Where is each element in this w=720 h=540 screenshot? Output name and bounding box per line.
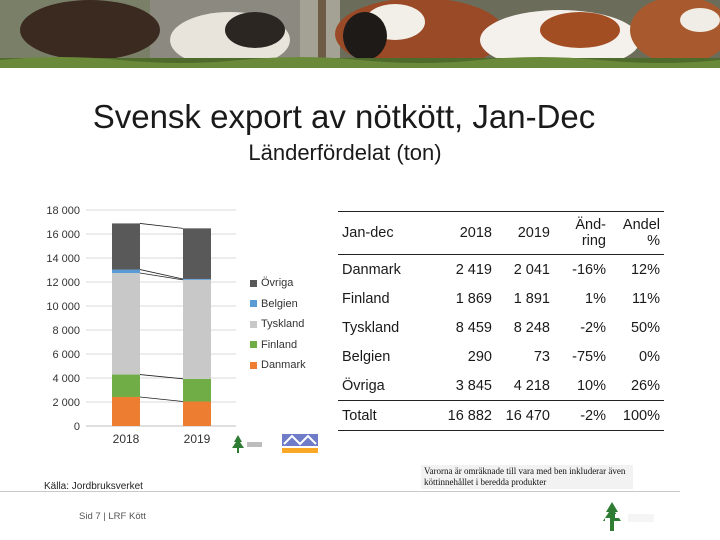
table-cell: 10%	[576, 377, 606, 394]
bar-segment-danmark-2019	[183, 401, 211, 426]
table-cell: 1 891	[513, 290, 550, 307]
bar-segment-vriga-2019	[183, 228, 211, 279]
legend-label: Övriga	[261, 277, 294, 289]
table-cell: 73	[533, 348, 550, 365]
bar-segment-vriga-2018	[112, 223, 140, 270]
table-cell: 4 218	[513, 377, 550, 394]
data-table: Jan-dec 2018 2019 Änd- ring Andel % Danm…	[338, 211, 664, 431]
bar-segment-tyskland-2019	[183, 279, 211, 379]
legend-item-belgien: Belgien	[250, 298, 298, 312]
table-cell: -2%	[580, 319, 606, 336]
series-connector-line	[139, 272, 184, 281]
series-connector-line	[139, 374, 184, 380]
lrf-kott-small-logo	[232, 435, 262, 453]
table-cell: 8 459	[455, 319, 492, 336]
table-row: Belgien 290 73 -75% 0%	[338, 342, 664, 371]
table-row: Finland 1 869 1 891 1% 11%	[338, 284, 664, 313]
bar-segment-belgien-2018	[112, 269, 140, 274]
table-row: Tyskland 8 459 8 248 -2% 50%	[338, 313, 664, 342]
x-tick-label: 2018	[113, 432, 140, 446]
y-tick-label: 18 000	[46, 205, 80, 217]
table-cell: Totalt	[342, 407, 377, 424]
bar-segment-danmark-2018	[112, 396, 140, 426]
table-cell: 8 248	[513, 319, 550, 336]
table-total-row: Totalt 16 882 16 470 -2% 100%	[338, 400, 664, 431]
header-banner-image	[0, 0, 720, 68]
table-cell: Belgien	[342, 348, 391, 365]
legend-label: Finland	[261, 338, 298, 351]
table-cell: 11%	[632, 290, 660, 307]
table-cell: 290	[467, 348, 492, 365]
table-cell: 1 869	[455, 290, 492, 307]
footnote-box: Varorna är omräknade till vara med ben i…	[421, 465, 633, 489]
legend-label: Tyskland	[261, 318, 305, 330]
legend-item-tyskland: Tyskland	[250, 318, 304, 332]
legend-label: Belgien	[261, 297, 298, 310]
y-tick-label: 4 000	[52, 373, 80, 385]
legend-label: Danmark	[261, 359, 306, 371]
table-header-cell: Andel %	[622, 217, 660, 249]
stacked-bar-chart: 0 2 000 4 000 6 000 8 000 10 000 12 000 14 000 1…	[46, 205, 236, 446]
table-cell: 1%	[585, 290, 606, 307]
source-label: Källa: Jordbruksverket	[44, 481, 143, 492]
y-tick-label: 12 000	[46, 277, 80, 289]
series-connector-line	[139, 223, 184, 229]
y-tick-label: 16 000	[46, 229, 80, 241]
table-cell: Tyskland	[342, 319, 400, 336]
series-connector-line	[139, 269, 184, 280]
y-tick-label: 6 000	[52, 349, 80, 361]
table-cell: 2 419	[455, 261, 492, 278]
table-header-row: Jan-dec 2018 2019 Änd- ring Andel %	[338, 211, 664, 255]
table-cell: 3 845	[455, 377, 492, 394]
table-cell: 16 470	[505, 407, 550, 424]
legend-swatch	[250, 361, 257, 369]
series-connector-line	[139, 396, 184, 402]
table-cell: 2 041	[513, 261, 550, 278]
y-tick-label: 0	[74, 421, 80, 433]
table-header-cell: 2019	[517, 225, 550, 241]
y-tick-label: 14 000	[46, 253, 80, 265]
table-header-cell: 2018	[459, 225, 492, 241]
partner-logo	[282, 434, 318, 453]
table-cell: 16 882	[447, 407, 492, 424]
table-cell: Danmark	[342, 261, 401, 278]
legend-item-danmark: Danmark	[250, 359, 306, 373]
table-header-cell: Änd- ring	[575, 217, 606, 249]
table-cell: 0%	[639, 348, 660, 365]
table-cell: 50%	[630, 319, 660, 336]
y-tick-label: 2 000	[52, 397, 80, 409]
table-cell: -16%	[572, 261, 606, 278]
table-cell: 12%	[630, 261, 660, 278]
table-row: Övriga 3 845 4 218 10% 26%	[338, 371, 664, 401]
table-cell: Finland	[342, 290, 390, 307]
bar-segment-finland-2019	[183, 378, 211, 402]
table-header-cell: Jan-dec	[342, 225, 394, 241]
lrf-kott-logo	[603, 502, 654, 531]
footer-page-label: Sid 7 | LRF Kött	[79, 511, 146, 522]
bar-segment-belgien-2019	[183, 278, 211, 280]
page-subtitle: Länderfördelat (ton)	[248, 140, 442, 165]
footer-divider	[0, 491, 680, 492]
page-title: Svensk export av nötkött, Jan-Dec	[92, 98, 596, 135]
legend-item-finland: Finland	[250, 339, 297, 353]
table-cell: Övriga	[342, 377, 385, 394]
legend-swatch	[250, 300, 257, 308]
table-cell: -2%	[580, 407, 606, 424]
table-cell: -75%	[572, 348, 606, 365]
legend-swatch	[250, 279, 257, 287]
table-row: Danmark 2 419 2 041 -16% 12%	[338, 255, 664, 285]
y-tick-label: 10 000	[46, 301, 80, 313]
legend-swatch	[250, 320, 257, 328]
x-tick-label: 2019	[184, 432, 211, 446]
bar-segment-tyskland-2018	[112, 273, 140, 375]
legend-item-vriga: Övriga	[250, 277, 293, 291]
legend-swatch	[250, 341, 257, 349]
bar-segment-finland-2018	[112, 374, 140, 397]
y-tick-label: 8 000	[52, 325, 80, 337]
table-cell: 100%	[622, 407, 660, 424]
table-cell: 26%	[630, 377, 660, 394]
